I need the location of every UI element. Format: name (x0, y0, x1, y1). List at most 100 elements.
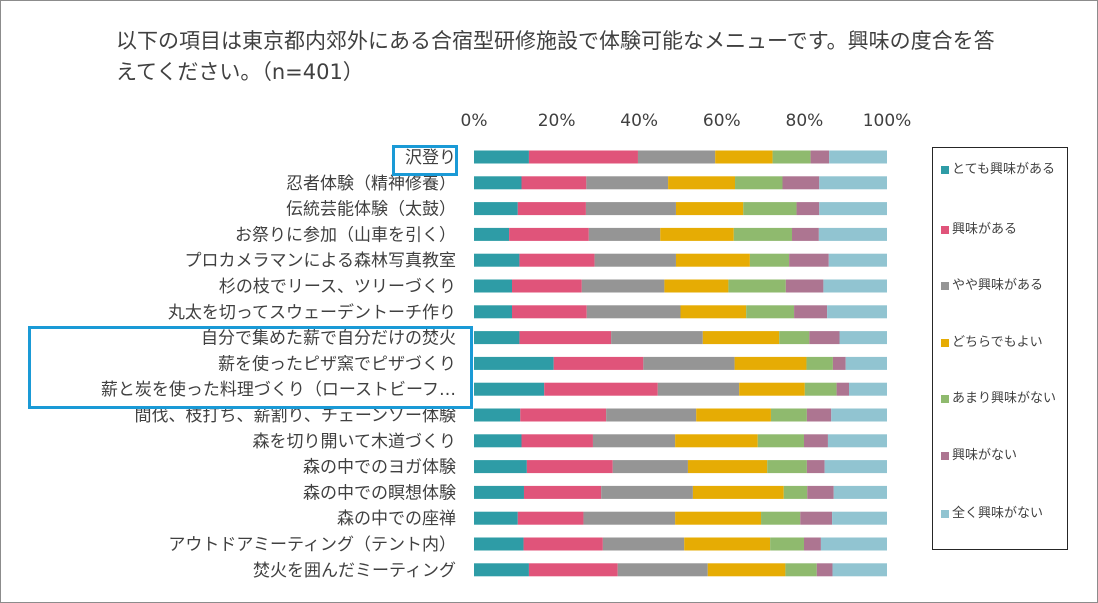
category-label: 伝統芸能体験（太鼓） (286, 200, 456, 220)
bar-segment (803, 434, 828, 448)
category-label: 森の中でのヨガ体験 (303, 458, 456, 478)
bar-segment (528, 563, 618, 577)
bar-segment (692, 485, 784, 499)
bar-segment (770, 408, 807, 422)
bar-segment (585, 202, 676, 216)
bar-segment (770, 537, 804, 551)
bar-segment (474, 227, 510, 241)
x-tick-label: 80% (786, 111, 824, 131)
bar-segment (612, 460, 688, 474)
legend-item: あまり興味がない (941, 389, 1065, 408)
bar-segment (839, 331, 887, 345)
bar-segment (586, 176, 669, 190)
bar-segment (586, 305, 681, 319)
bar-segment (553, 356, 644, 370)
legend-item: 興味がない (941, 446, 1065, 465)
bar-segment (474, 460, 527, 474)
bar-segment (474, 305, 512, 319)
chart-title: 以下の項目は東京都内郊外にある合宿型研修施設で体験可能なメニューです。興味の度合… (116, 29, 995, 84)
bar-segment (474, 485, 524, 499)
bar-segment (819, 176, 887, 190)
legend-swatch (941, 226, 949, 234)
bar-segment (794, 305, 828, 319)
bar-segment (707, 563, 786, 577)
bar-segment (733, 227, 793, 241)
category-label: プロカメラマンによる森林写真教室 (185, 251, 457, 271)
bar-segment (684, 537, 771, 551)
bar-segment (512, 279, 582, 293)
x-tick-label: 60% (703, 111, 741, 131)
bar-segment (687, 460, 768, 474)
bar-segment (517, 202, 586, 216)
bar-segment (783, 485, 808, 499)
bar-segment (734, 356, 807, 370)
bar-segment (602, 537, 685, 551)
legend-item: とても興味がある (941, 160, 1065, 179)
bar-segment (728, 279, 786, 293)
bar-segment (544, 382, 658, 396)
bar-segment (779, 331, 810, 345)
bar-segment (833, 485, 887, 499)
bar-segment (643, 356, 735, 370)
bar-segment (828, 253, 887, 267)
bar-segment (601, 485, 693, 499)
bar-segment (757, 434, 804, 448)
bar-segment (845, 356, 887, 370)
bar-segment (637, 150, 716, 164)
bar-segment (792, 227, 819, 241)
bar-segment (782, 176, 820, 190)
bar-segment (829, 150, 887, 164)
bar-segment (592, 434, 676, 448)
legend-swatch (941, 395, 949, 403)
bar-segment (735, 176, 783, 190)
bar-segment (528, 150, 638, 164)
legend-item: 全く興味がない (941, 504, 1065, 523)
highlight-box-group (28, 326, 473, 409)
bar-segment (583, 511, 676, 525)
bar-segment (820, 537, 887, 551)
bar-segment (849, 382, 887, 396)
bar-segment (680, 305, 747, 319)
bar-segment (474, 511, 518, 525)
bar-segment (772, 150, 811, 164)
legend-item: どちらでもよい (941, 333, 1065, 352)
bar-segment (806, 356, 833, 370)
legend-swatch (941, 282, 949, 290)
bar-segment (657, 382, 740, 396)
legend-label: とても興味がある (952, 162, 1055, 177)
legend-swatch (941, 166, 949, 174)
bar-segment (804, 382, 837, 396)
bar-segment (474, 279, 512, 293)
highlight-box-top (392, 145, 458, 176)
bar-segment (523, 537, 603, 551)
bar-segment (831, 408, 887, 422)
category-label: お祭りに参加（山車を引く） (235, 225, 456, 245)
x-tick-label: 0% (461, 111, 488, 131)
bar-segment (803, 537, 821, 551)
bar-segment (517, 511, 584, 525)
category-label: アウトドアミーティング（テント内） (168, 535, 456, 555)
bar-segment (785, 279, 824, 293)
bar-segment (617, 563, 708, 577)
bar-segment (668, 176, 736, 190)
legend-label: 興味がない (952, 448, 1018, 463)
bar-segment (594, 253, 676, 267)
legend-label: あまり興味がない (952, 391, 1057, 406)
legend-label: 全く興味がない (952, 506, 1044, 521)
legend-label: 興味がある (952, 222, 1018, 237)
bar-segment (806, 408, 832, 422)
bar-segment (474, 382, 545, 396)
x-tick-label: 20% (538, 111, 576, 131)
bar-segment (832, 563, 887, 577)
bar-segment (512, 305, 587, 319)
bar-segment (743, 202, 797, 216)
category-label: 沢登り (405, 148, 456, 168)
bar-segment (664, 279, 729, 293)
bar-segment (606, 408, 697, 422)
bar-segment (816, 563, 833, 577)
bar-segment (806, 460, 825, 474)
bar-segment (827, 305, 887, 319)
bar-segment (832, 356, 846, 370)
bar-segment (474, 331, 520, 345)
category-label: 間伐、枝打ち、薪割り、チェーンソー体験 (135, 406, 456, 426)
